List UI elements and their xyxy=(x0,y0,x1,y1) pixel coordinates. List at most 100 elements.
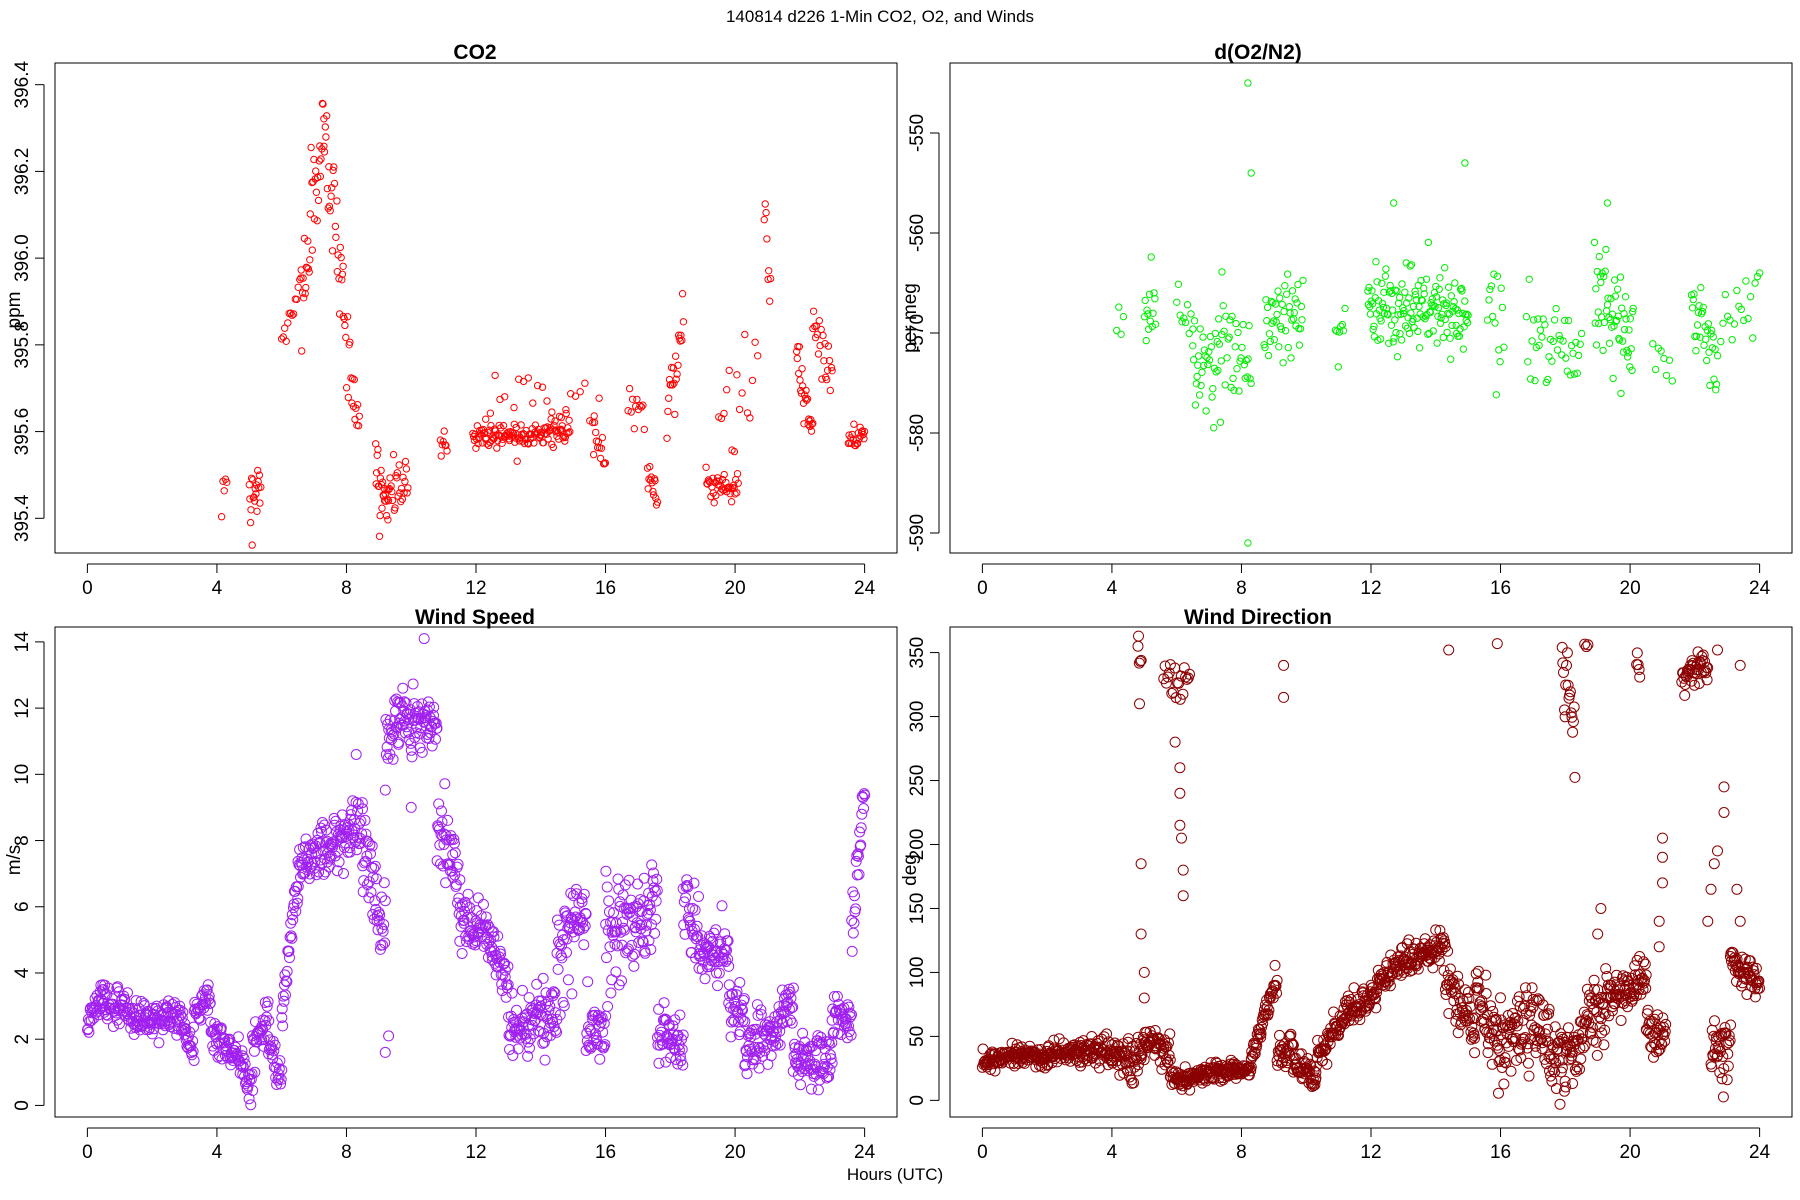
o2n2-point xyxy=(1548,357,1556,365)
o2n2-point xyxy=(1737,305,1746,314)
co2-point xyxy=(399,473,407,481)
wind-direction-point xyxy=(1718,807,1730,818)
wind-direction-point xyxy=(1271,987,1282,999)
co2-point xyxy=(318,99,327,108)
co2-point xyxy=(600,460,609,468)
co2-point xyxy=(355,412,363,420)
co2-point xyxy=(342,333,350,342)
o2n2-point xyxy=(1525,275,1533,283)
wind-direction-y-tick-label: 0 xyxy=(907,1095,928,1106)
wind-speed-point xyxy=(558,1000,570,1012)
wind-direction-point xyxy=(1657,851,1668,863)
o2n2-x-tick-label: 20 xyxy=(1620,578,1641,599)
co2-point xyxy=(440,427,448,435)
wind-speed-point xyxy=(447,849,459,861)
wind-direction-point xyxy=(1749,991,1761,1003)
co2-point xyxy=(561,437,569,445)
o2n2-point xyxy=(1570,370,1579,378)
co2-point xyxy=(254,466,262,475)
o2n2-point xyxy=(1202,407,1210,415)
wind-speed-point xyxy=(470,935,482,947)
co2-x-tick-label: 8 xyxy=(341,578,352,599)
o2n2-point xyxy=(1463,318,1472,327)
o2n2-point xyxy=(1151,295,1159,303)
wind-speed-point xyxy=(566,988,578,1000)
wind-speed-y-tick-label: 0 xyxy=(12,1100,33,1111)
wind-speed-y-tick-label: 4 xyxy=(12,967,33,978)
wind-direction-point xyxy=(1699,656,1711,668)
o2n2-point xyxy=(1730,320,1739,328)
o2n2-point xyxy=(1218,268,1226,276)
co2-point xyxy=(564,429,573,437)
co2-point xyxy=(396,489,404,497)
wind-direction-point xyxy=(1175,670,1187,682)
co2-point xyxy=(734,479,742,487)
wind-direction-point xyxy=(1328,1006,1340,1018)
o2n2-point xyxy=(1613,285,1622,293)
wind-direction-point xyxy=(1177,688,1189,700)
co2-x-tick-label: 24 xyxy=(854,578,876,599)
wind-speed-point xyxy=(681,874,693,886)
wind-speed-point xyxy=(580,908,592,920)
co2-point xyxy=(738,389,746,397)
o2n2-point xyxy=(1651,365,1660,374)
wind-direction-point xyxy=(1314,1046,1326,1058)
o2n2-point xyxy=(1422,275,1431,283)
wind-speed-y-tick-label: 2 xyxy=(12,1034,33,1045)
wind-speed-point xyxy=(805,1083,817,1095)
co2-point xyxy=(672,375,680,383)
co2-point xyxy=(850,420,858,428)
co2-point xyxy=(510,403,518,412)
co2-point xyxy=(338,276,346,284)
wind-speed-point xyxy=(315,822,327,834)
o2n2-point xyxy=(1698,307,1707,316)
co2-point xyxy=(327,192,335,200)
co2-point xyxy=(472,444,480,452)
wind-direction-point xyxy=(1679,679,1691,690)
o2n2-y-tick-label: -560 xyxy=(907,214,928,252)
o2n2-point xyxy=(1446,334,1454,342)
co2-point xyxy=(803,395,812,403)
o2n2-point xyxy=(1422,312,1430,320)
wind-direction-point xyxy=(1543,1003,1555,1015)
o2n2-point xyxy=(1369,325,1377,334)
co2-point xyxy=(325,202,334,211)
o2n2-point xyxy=(1451,279,1459,287)
o2n2-point xyxy=(1261,343,1269,352)
o2n2-point xyxy=(1242,356,1250,365)
wind-direction-point xyxy=(1592,928,1604,940)
o2n2-ylabel: per meg xyxy=(900,283,921,353)
wind-speed-x-tick-label: 16 xyxy=(595,1142,616,1163)
co2-point xyxy=(520,439,529,448)
wind-speed-point xyxy=(320,824,332,836)
wind-direction-point xyxy=(1521,990,1533,1002)
o2n2-point xyxy=(1331,326,1340,334)
co2-point xyxy=(319,100,327,108)
co2-point xyxy=(597,444,606,452)
wind-direction-point xyxy=(1701,674,1713,686)
wind-speed-point xyxy=(273,1072,285,1084)
o2n2-point xyxy=(1689,295,1698,304)
wind-speed-point xyxy=(646,859,658,871)
wind-direction-point xyxy=(1753,975,1765,987)
wind-speed-point xyxy=(204,997,216,1009)
wind-direction-point xyxy=(1500,1057,1512,1069)
o2n2-point xyxy=(1755,269,1764,277)
co2-point xyxy=(748,376,757,385)
co2-point xyxy=(590,418,599,427)
o2n2-point xyxy=(1591,319,1599,327)
wind-direction-point xyxy=(1491,638,1503,650)
co2-point xyxy=(282,337,290,345)
o2n2-point xyxy=(1181,318,1190,327)
wind-direction-point xyxy=(1660,1018,1672,1030)
o2n2-point xyxy=(1456,325,1464,333)
o2n2-point xyxy=(1209,385,1217,393)
wind-direction-point xyxy=(1552,1043,1564,1055)
o2n2-point xyxy=(1424,330,1432,338)
co2-point xyxy=(384,497,393,505)
co2-point xyxy=(320,148,329,156)
wind-direction-point xyxy=(1271,974,1283,986)
o2n2-point xyxy=(1244,79,1252,87)
wind-direction-point xyxy=(1559,711,1571,723)
